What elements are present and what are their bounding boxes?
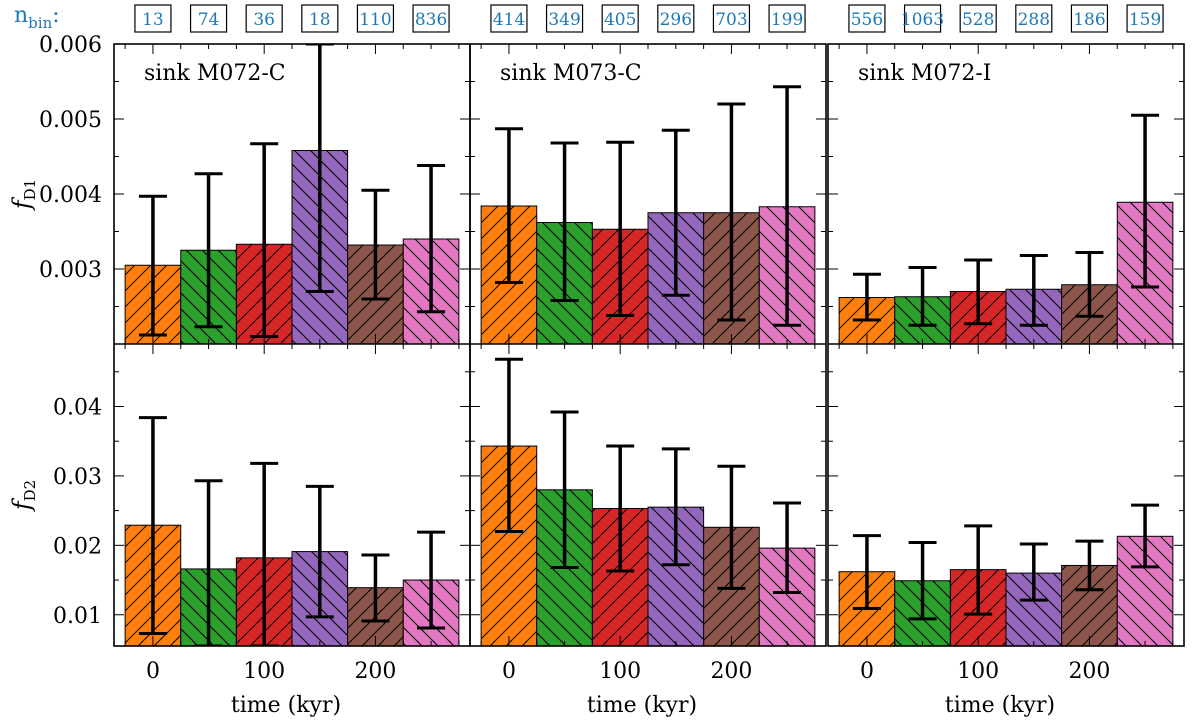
x-axis-label: time (kyr) [587,693,697,718]
y-axis-label: fD2 [8,480,39,512]
nbin-value: 288 [1018,10,1050,30]
panel-2-row-2 [480,357,816,646]
nbin-box [1070,4,1109,33]
y-axis-label-sub: D1 [21,179,39,201]
x-tick-label: 200 [1068,659,1110,684]
nbin-value: 18 [309,10,331,30]
x-tick-label: 200 [710,659,752,684]
nbin-value: 703 [715,10,747,30]
nbin-value: 1063 [901,10,944,30]
x-axis-label: time (kyr) [945,693,1055,718]
nbin-box [490,4,528,33]
nbin-value: 405 [604,10,636,30]
nbin-value: 836 [415,10,447,30]
panel-2-row-1 [480,85,816,344]
y-tick-label: 0.003 [39,258,102,283]
y-tick-label: 0.006 [39,33,102,58]
nbin-box [959,4,997,33]
nbin-value: 414 [493,10,525,30]
y-tick-label: 0.004 [39,183,102,208]
nbin-value: 296 [660,10,692,30]
nbin-box [189,4,228,33]
nbin-value: 528 [962,10,994,30]
nbin-box [356,4,395,33]
nbin-value: 13 [142,10,164,30]
y-tick-label: 0.005 [39,108,102,133]
nbin-value: 186 [1073,10,1105,30]
y-axis-label-sub: D2 [21,480,39,502]
nbin-value: 36 [253,10,275,30]
nbin-value: 556 [851,10,883,30]
nbin-box [245,4,283,33]
nbin-value: 110 [359,10,391,30]
panel-frame [469,43,827,647]
plot-area: 0.003 0.004 0.005 0.006 fD1 0.01 0.02 0.03 0.04 f… [8,4,1185,718]
nbin-box [301,4,339,33]
y-tick-label: 0.04 [53,395,102,420]
nbin-box [903,4,942,33]
x-tick-label: 200 [354,659,396,684]
nbin-box [545,4,584,33]
x-tick-label: 100 [957,659,999,684]
nbin-label: nbin: [14,3,60,32]
panel-1-row-2 [124,416,460,646]
nbin-value: 199 [771,10,803,30]
panel-title: sink M072-I [858,61,991,86]
x-tick-label: 100 [599,659,641,684]
x-tick-label: 0 [146,659,160,684]
nbin-box [712,4,751,33]
nbin-value: 74 [198,10,220,30]
nbin-box [601,4,639,33]
x-tick-label: 0 [502,659,516,684]
panel-3-row-1 [838,113,1174,344]
panel-frame [827,43,1185,647]
panel-title: sink M072-C [144,61,286,86]
x-axis-label: time (kyr) [231,693,341,718]
panel-title: sink M073-C [500,61,642,86]
x-tick-label: 0 [860,659,874,684]
nbin-box [768,4,806,33]
y-tick-label: 0.01 [53,604,102,629]
nbin-box [657,4,695,33]
nbin-box [848,4,886,33]
nbin-value: 349 [548,10,580,30]
nbin-box [412,4,450,33]
x-tick-label: 100 [243,659,285,684]
nbin-box [1015,4,1053,33]
panel-1-row-1 [124,44,460,344]
y-tick-label: 0.02 [53,534,102,559]
y-axis-label: fD1 [8,179,39,211]
nbin-value: 159 [1129,10,1161,30]
panel-3-row-2 [838,503,1174,646]
nbin-box [1126,4,1164,33]
y-tick-label: 0.03 [53,465,102,490]
nbin-box [134,4,172,33]
